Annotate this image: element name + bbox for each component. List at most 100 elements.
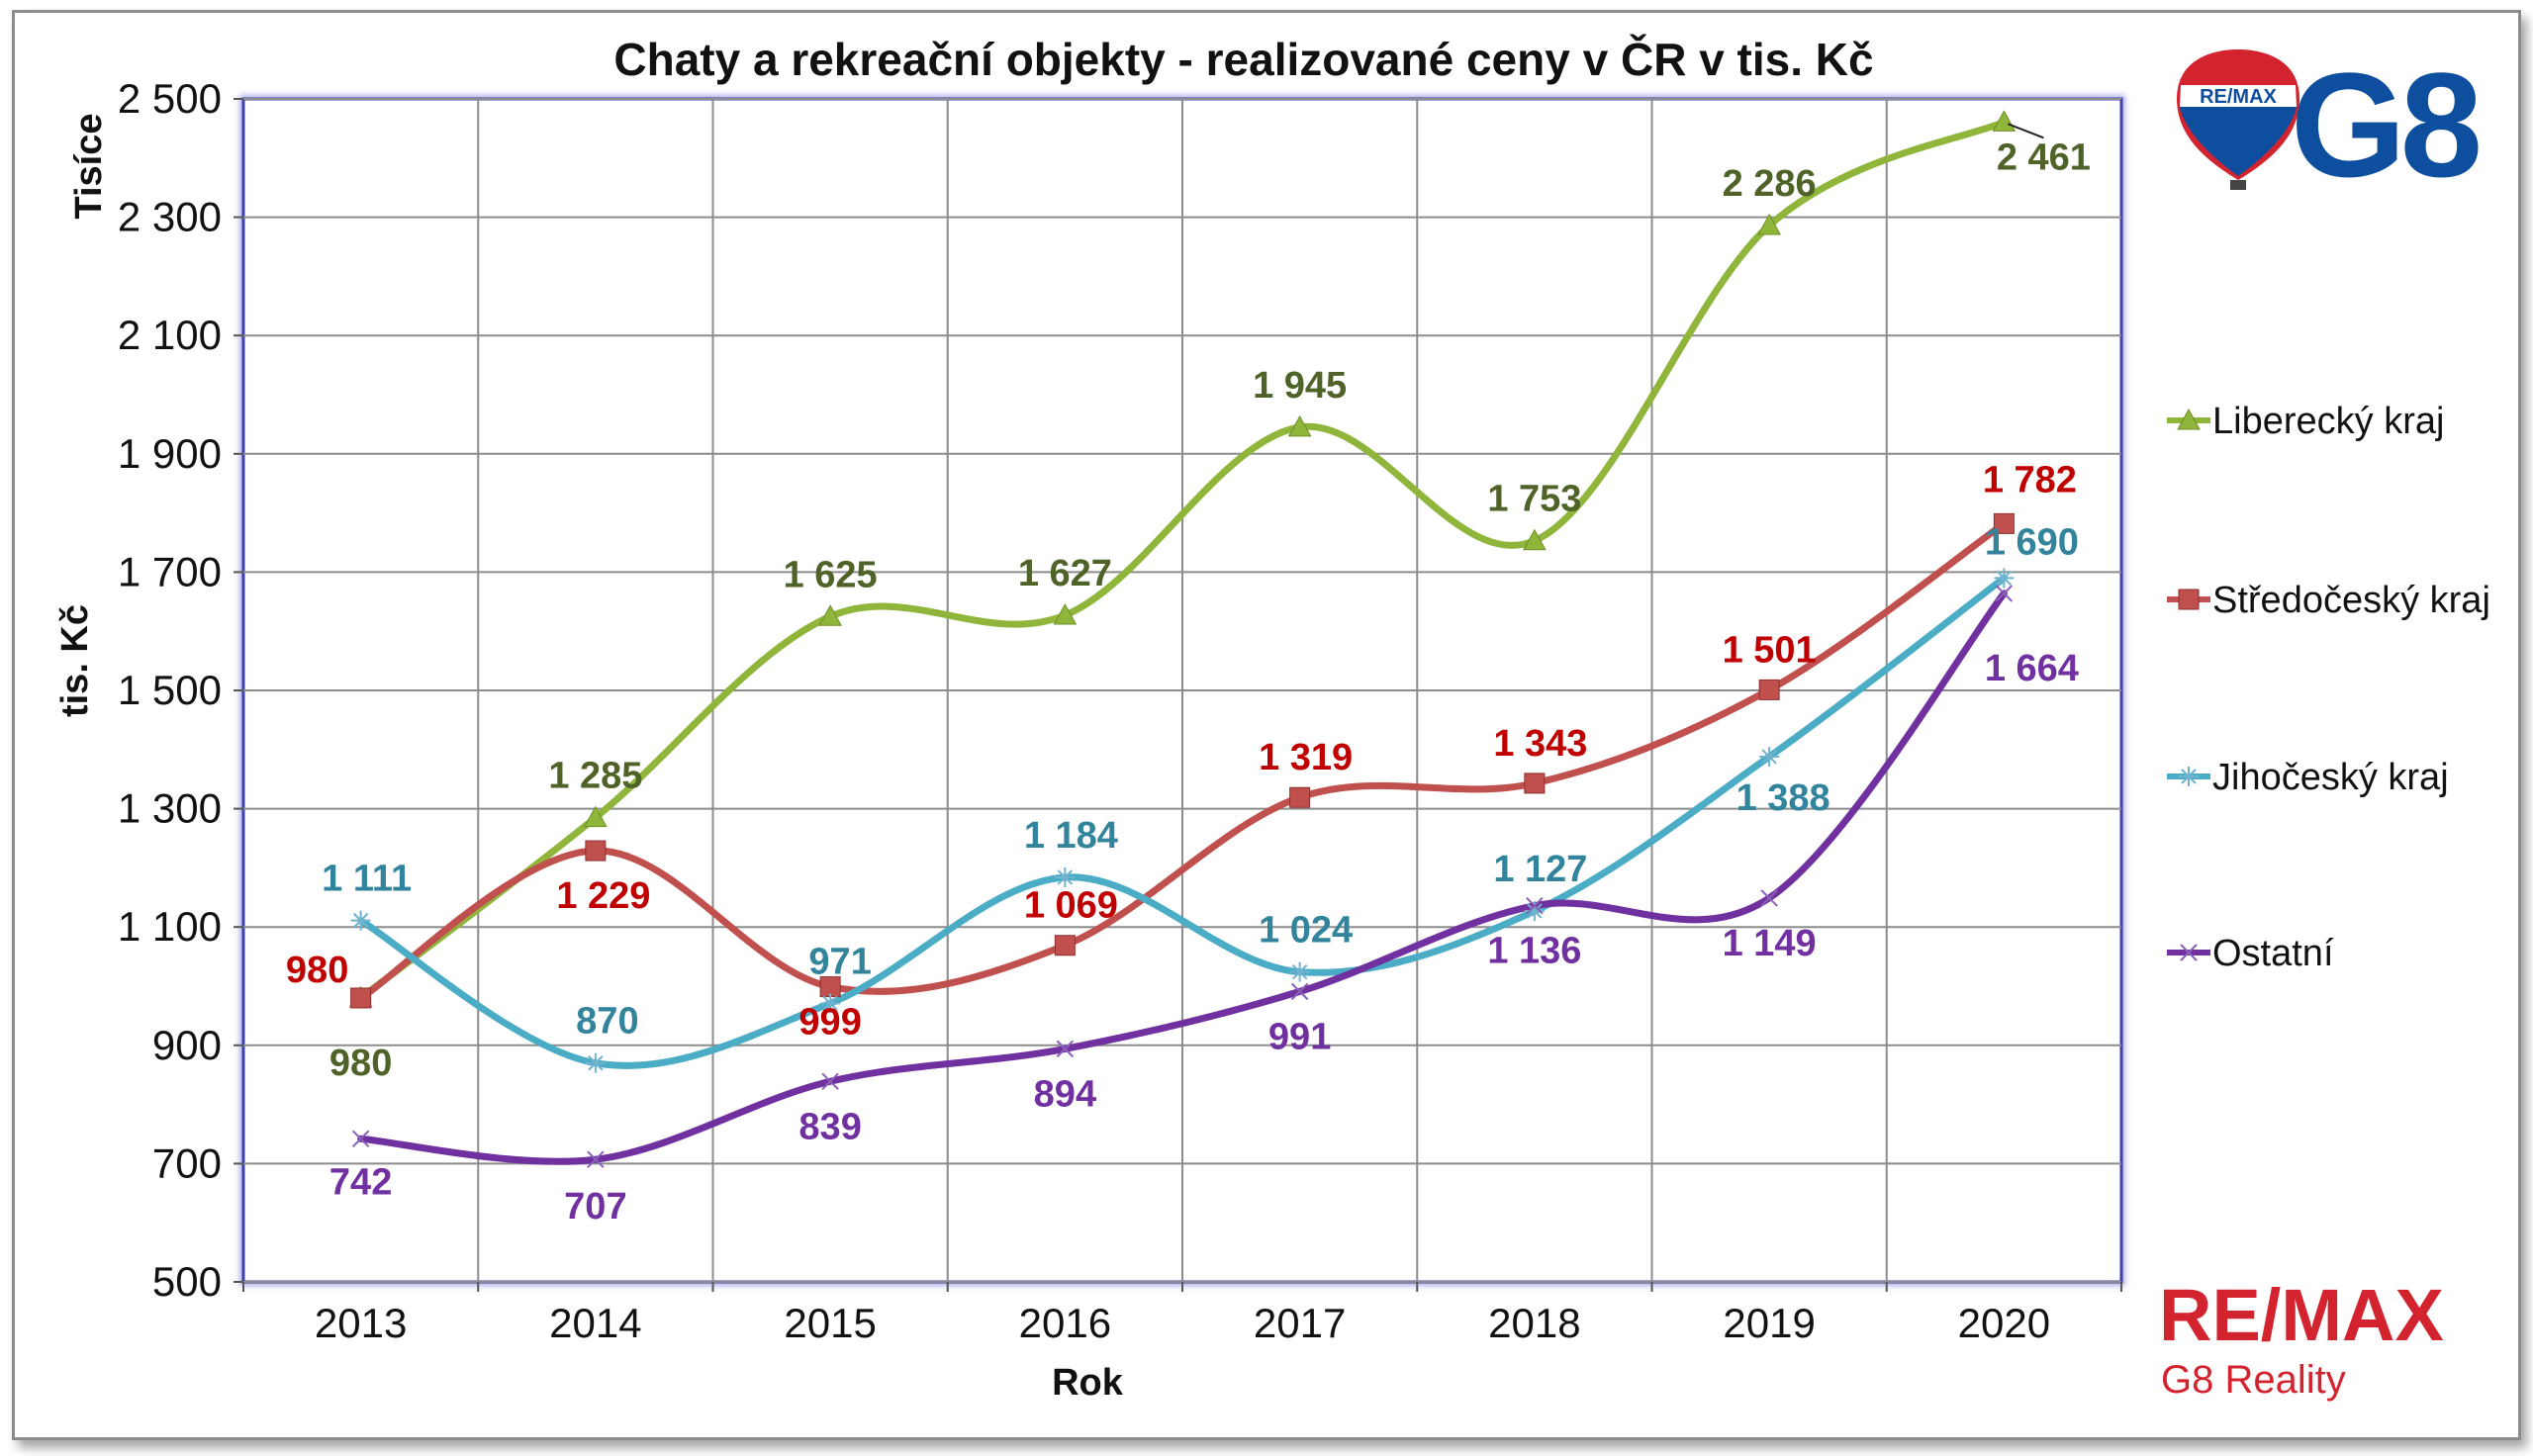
data-point-jihocesky	[350, 910, 371, 931]
legend-item-jihocesky: Jihočeský kraj	[2167, 757, 2449, 798]
legend-item-liberecky: Liberecký kraj	[2167, 401, 2444, 442]
data-point-liberecky	[584, 805, 608, 828]
leader-line	[2008, 123, 2044, 139]
data-point-liberecky	[1992, 110, 2017, 132]
data-label-jihocesky: 1 111	[322, 859, 412, 900]
y-tick-label: 2 300	[118, 194, 222, 240]
data-point-ostatni	[1995, 585, 2014, 602]
data-labels: 980 1 285 1 625 1 627 1 945 1 753 2 286 2 461 98…	[286, 123, 2091, 1228]
data-point-liberecky	[1053, 603, 1078, 625]
y-tick-label: 900	[152, 1022, 222, 1068]
data-label-ostatni: 707	[564, 1186, 626, 1228]
remax-logo-text: RE/MAX	[2159, 1274, 2444, 1356]
y-tick-label: 500	[152, 1258, 222, 1305]
x-tick-label: 2019	[1723, 1300, 1815, 1346]
g8-logo: G8	[2291, 42, 2479, 208]
data-point-liberecky	[1757, 213, 1781, 235]
data-label-ostatni: 1 149	[1723, 923, 1817, 964]
y-tick-label: 1 700	[118, 548, 222, 594]
data-point-liberecky	[1287, 414, 1312, 437]
data-point-stredocesky	[1993, 512, 2015, 534]
data-point-stredocesky	[1054, 935, 1076, 956]
data-label-stredocesky: 980	[286, 950, 348, 991]
remax-balloon-logo: RE/MAX	[2177, 49, 2299, 190]
x-tick-label: 2017	[1254, 1300, 1346, 1346]
data-label-liberecky: 2 286	[1723, 163, 1817, 205]
y-tick-label: 2 100	[118, 312, 222, 358]
data-point-jihocesky	[1759, 746, 1780, 767]
data-point-ostatni	[1290, 982, 1309, 1001]
data-point-jihocesky	[1524, 901, 1545, 922]
legend-label: Středočeský kraj	[2212, 580, 2490, 621]
balloon-logo-text: RE/MAX	[2200, 86, 2277, 108]
x-axis-title: Rok	[1052, 1362, 1124, 1404]
y-tick-label: 1 300	[118, 785, 222, 832]
legend-item-stredocesky: Středočeský kraj	[2167, 580, 2490, 621]
x-tick-label: 2015	[784, 1300, 876, 1346]
y-tick-label: 2 500	[118, 75, 222, 122]
data-label-jihocesky: 870	[576, 1001, 638, 1043]
data-point-stredocesky	[1758, 679, 1780, 700]
y-tick-label: 1 500	[118, 667, 222, 713]
data-label-stredocesky: 1 229	[556, 875, 650, 917]
y-axis-title: tis. Kč	[54, 604, 96, 717]
data-label-liberecky: 1 627	[1018, 553, 1112, 594]
data-label-liberecky: 1 285	[548, 756, 642, 797]
data-label-jihocesky: 1 127	[1493, 849, 1587, 890]
y-axis-unit-label: Tisíce	[68, 113, 110, 219]
legend-marker	[2177, 408, 2201, 430]
data-point-ostatni	[351, 1130, 370, 1147]
y-axis-ticks: 500 700 900 1 100 1 300 1 500 1 700 1 900 2 100 2…	[118, 75, 243, 1305]
data-point-stredocesky	[1524, 773, 1546, 794]
data-label-stredocesky: 1 782	[1983, 459, 2077, 500]
legend-marker	[2179, 767, 2199, 786]
x-tick-label: 2016	[1019, 1300, 1111, 1346]
data-label-liberecky: 1 753	[1487, 479, 1581, 520]
y-tick-label: 1 900	[118, 430, 222, 477]
series-line-jihocesky	[357, 574, 2008, 1069]
y-tick-label: 700	[152, 1139, 222, 1186]
data-label-jihocesky: 1 184	[1024, 815, 1118, 857]
data-label-ostatni: 839	[798, 1106, 861, 1147]
legend-marker	[2180, 944, 2198, 961]
series-line-stredocesky	[357, 519, 2008, 1002]
data-point-ostatni	[821, 1072, 839, 1090]
data-label-jihocesky: 1 690	[1985, 521, 2079, 563]
y-tick-label: 1 100	[118, 903, 222, 950]
series-markers	[348, 110, 2017, 1168]
series-line-liberecky	[357, 118, 2008, 1002]
data-label-ostatni: 1 664	[1985, 648, 2079, 689]
data-point-jihocesky	[585, 1052, 606, 1073]
data-label-ostatni: 894	[1034, 1073, 1096, 1115]
data-point-ostatni	[1056, 1040, 1075, 1058]
legend-item-ostatni: Ostatní	[2167, 933, 2334, 974]
data-point-jihocesky	[1055, 866, 1076, 887]
data-label-stredocesky: 1 319	[1259, 737, 1353, 778]
data-label-jihocesky: 971	[808, 941, 871, 982]
data-point-liberecky	[1523, 528, 1547, 551]
data-point-jihocesky	[1994, 568, 2015, 589]
legend-marker	[2178, 589, 2200, 610]
data-point-ostatni	[1760, 889, 1778, 907]
data-label-stredocesky: 999	[798, 1002, 861, 1044]
data-label-stredocesky: 1 501	[1723, 629, 1817, 671]
data-label-jihocesky: 1 024	[1259, 910, 1353, 952]
legend-label: Jihočeský kraj	[2212, 757, 2449, 798]
data-label-liberecky: 2 461	[1997, 136, 2091, 178]
data-point-stredocesky	[1289, 786, 1311, 808]
chart-title: Chaty a rekreační objekty - realizované …	[613, 34, 1873, 85]
data-point-ostatni	[1526, 896, 1544, 915]
x-axis-ticks: 2013 2014 2015 2016 2017 2018 2019 2020	[242, 1282, 2122, 1346]
x-tick-label: 2013	[315, 1300, 407, 1346]
data-label-ostatni: 991	[1268, 1016, 1331, 1057]
data-label-stredocesky: 1 069	[1024, 885, 1118, 927]
x-tick-label: 2014	[549, 1300, 641, 1346]
data-point-jihocesky	[1289, 961, 1310, 982]
data-label-ostatni: 1 136	[1487, 931, 1581, 972]
legend-label: Ostatní	[2212, 933, 2334, 974]
office-name: G8 Reality	[2161, 1358, 2346, 1402]
legend: Liberecký kraj Středočeský kraj Jihočeský …	[2167, 401, 2490, 974]
data-label-liberecky: 1 945	[1253, 365, 1347, 407]
legend-label: Liberecký kraj	[2212, 401, 2444, 442]
